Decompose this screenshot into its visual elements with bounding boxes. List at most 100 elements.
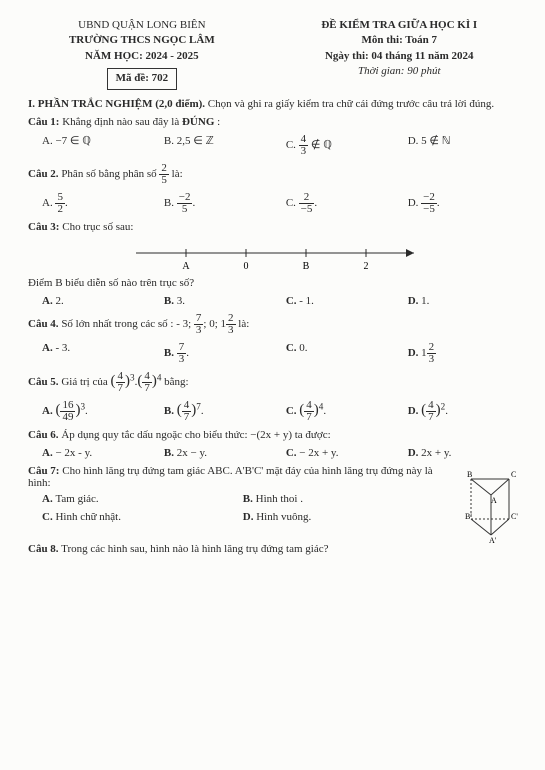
q4-b-d: 3 [177,354,187,365]
school-year: NĂM HỌC: 2024 - 2025 [28,49,256,64]
q5-e1: 3 [130,372,135,382]
q3-sub: Điểm B biểu diễn số nào trên trục số? [28,277,523,289]
svg-text:C: C [511,470,516,479]
q1-bold: ĐÚNG [182,116,214,128]
q2-num: 2 [159,163,169,175]
q5-bd2: 7 [142,383,152,394]
q2-b-n: −2 [177,192,193,204]
header-right: ĐỀ KIỂM TRA GIỮA HỌC KÌ I Môn thi: Toán … [276,18,524,90]
q1-opt-c: C. 43 ∉ ℚ [286,134,395,157]
q5-opt-c: C. (47)4. [286,400,395,423]
q1-tail: : [214,116,220,128]
q4-d-n: 2 [427,342,437,354]
q4-opt-d: D. 123 [408,342,517,365]
q4-opt-c: C. 0. [286,342,395,365]
q5-ad: 49 [60,412,75,423]
q4-opt-a: A. - 3. [42,342,151,365]
q3-options: A. 2. B. 3. C. - 1. D. 1. [42,295,517,307]
q4-opt-b: B. 73. [164,342,273,365]
question-8: Câu 8. Trong các hình sau, hình nào là h… [28,543,523,555]
q4-b-n: 7 [177,342,187,354]
q5-text: Giá trị của [59,376,111,388]
q2-tail: là: [169,168,183,180]
q6-options: A. − 2x - y. B. 2x − y. C. − 2x + y. D. … [42,447,517,459]
q7-text: Cho hình lăng trụ đứng tam giác ABC. A'B… [28,465,433,489]
q5-options: A. (1649)3. B. (47)7. C. (47)4. D. (47)2… [42,400,517,423]
question-1: Câu 1: Khẳng định nào sau đây là ĐÚNG : [28,116,523,128]
q3-a-v: 2. [55,295,63,307]
q5-bn2: 4 [142,371,152,383]
exam-header: UBND QUẬN LONG BIÊN TRƯỜNG THCS NGỌC LÂM… [28,18,523,90]
q4-f1d: 3 [194,325,204,336]
q1-options: A. −7 ∈ ℚ B. 2,5 ∈ ℤ C. 43 ∉ ℚ D. 5 ∉ ℕ [42,134,517,157]
question-7: B C A B' C' A' Câu 7: Cho hình lăng trụ … [28,465,523,489]
q1-c-num: 4 [299,134,309,146]
q5-tail: bằng: [161,376,188,388]
q3-b-v: 3. [177,295,185,307]
q4-options: A. - 3. B. 73. C. 0. D. 123 [42,342,517,365]
q2-text: Phân số bằng phân số [59,168,160,180]
section-1-heading: I. PHẦN TRẮC NGHIỆM (2,0 điểm). Chọn và … [28,98,523,110]
q2-c-n: 2 [299,192,315,204]
q2-label: Câu 2. [28,168,59,180]
svg-text:B: B [467,470,472,479]
q5-dn: 4 [426,400,436,412]
q5-bd: 7 [116,383,126,394]
org-line: UBND QUẬN LONG BIÊN [28,18,256,33]
tick-a: A [182,261,190,272]
q5-ce: 4 [319,401,324,411]
q5-bn: 4 [116,371,126,383]
q3-opt-c: C. - 1. [286,295,395,307]
q4-f2d: 3 [226,325,236,336]
q3-c-v: - 1. [299,295,314,307]
exam-date: Ngày thi: 04 tháng 11 năm 2024 [276,49,524,64]
svg-text:B': B' [465,512,472,521]
q8-text: Trong các hình sau, hình nào là hình lăn… [59,543,329,555]
q2-opt-b: B. −25. [164,192,273,215]
q5-cn: 4 [304,400,314,412]
question-2: Câu 2. Phân số bằng phân số 25 là: [28,163,523,186]
q7-opt-c: C. Hình chữ nhật. [42,511,227,523]
q6-opt-d: D. 2x + y. [408,447,517,459]
q6-text: Áp dụng quy tắc dấu ngoặc cho biểu thức:… [59,429,331,441]
q7-b-v: Hình thoi . [256,493,303,505]
subject: Môn thi: Toán 7 [276,33,524,48]
q6-label: Câu 6. [28,429,59,441]
q7-label: Câu 7: [28,465,59,477]
q1-b-val: 2,5 ∈ ℤ [177,135,214,147]
q5-bd3: 7 [182,412,192,423]
q2-opt-d: D. −2−5. [408,192,517,215]
exam-title: ĐỀ KIỂM TRA GIỮA HỌC KÌ I [276,18,524,33]
number-line-icon: A 0 B 2 [126,241,426,273]
q4-text: Số lớn nhất trong các số : - 3; [59,318,194,330]
q3-opt-b: B. 3. [164,295,273,307]
q2-a-n: 5 [55,192,65,204]
q7-options-row1: A. Tam giác. B. Hình thoi . [42,493,428,505]
q3-label: Câu 3: [28,221,59,233]
q4-tail: là: [236,318,250,330]
q5-label: Câu 5. [28,376,59,388]
header-left: UBND QUẬN LONG BIÊN TRƯỜNG THCS NGỌC LÂM… [28,18,256,90]
q7-opt-a: A. Tam giác. [42,493,227,505]
q1-label: Câu 1: [28,116,59,128]
q1-text: Khẳng định nào sau đây là [59,116,182,128]
q6-d-v: 2x + y. [421,447,451,459]
q4-f1n: 7 [194,313,204,325]
q2-d-n: −2 [421,192,437,204]
svg-text:A': A' [489,536,497,543]
q6-opt-c: C. − 2x + y. [286,447,395,459]
svg-text:C': C' [511,512,518,521]
q8-label: Câu 8. [28,543,59,555]
q3-opt-a: A. 2. [42,295,151,307]
q2-opt-a: A. 52. [42,192,151,215]
duration: Thời gian: 90 phút [276,64,524,79]
q5-bn3: 4 [182,400,192,412]
q1-opt-d: D. 5 ∉ ℕ [408,134,517,157]
tick-0: 0 [243,261,248,272]
q1-a-val: −7 ∈ ℚ [55,135,90,147]
q5-dd: 7 [426,412,436,423]
q6-a-v: − 2x - y. [55,447,92,459]
q5-be: 7 [196,401,201,411]
q5-opt-d: D. (47)2. [408,400,517,423]
q7-c-v: Hình chữ nhật. [55,511,121,523]
